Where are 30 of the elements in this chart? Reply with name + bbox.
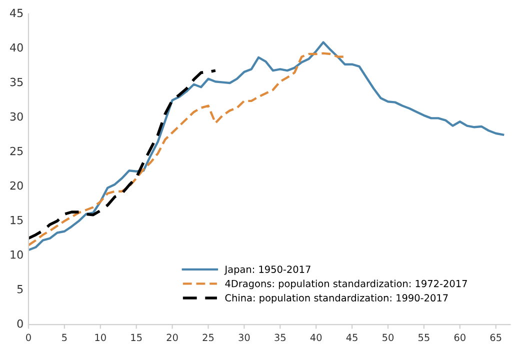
x-tick-label: 0 (26, 334, 31, 342)
line-series (28, 41, 504, 252)
line-series (28, 69, 217, 240)
legend-label: China: population standardization: 1990-2017 (225, 294, 448, 304)
y-tick-label: 25 (10, 146, 23, 156)
x-tick-label: 65 (490, 334, 502, 342)
x-tick-label: 10 (95, 334, 106, 342)
x-tick-label: 25 (202, 334, 214, 342)
legend-label: 4Dragons: population standardization: 1972-2017 (225, 280, 467, 290)
y-tick-label: 0 (17, 319, 23, 328)
x-tick-label: 20 (166, 334, 178, 342)
y-tick-label: 40 (10, 43, 23, 52)
y-tick-label: 30 (10, 112, 23, 121)
line-series (28, 52, 346, 246)
x-tick-label: 40 (310, 334, 322, 342)
y-tick-label: 5 (17, 285, 23, 294)
x-tick-label: 50 (382, 334, 394, 342)
y-tick-label: 35 (10, 78, 23, 86)
y-tick-label: 10 (10, 250, 23, 259)
x-tick-label: 30 (238, 334, 250, 342)
x-tick-label: 15 (131, 334, 142, 342)
x-tick-label: 45 (346, 334, 358, 342)
y-tick-label: 15 (10, 216, 23, 224)
legend-label: Japan: 1950-2017 (224, 266, 310, 275)
x-tick-label: 35 (274, 334, 286, 342)
x-tick-label: 55 (418, 334, 430, 342)
x-tick-label: 60 (454, 334, 466, 342)
x-tick-label: 5 (62, 334, 67, 342)
y-tick-label: 45 (10, 8, 23, 18)
y-tick-label: 20 (10, 181, 23, 190)
